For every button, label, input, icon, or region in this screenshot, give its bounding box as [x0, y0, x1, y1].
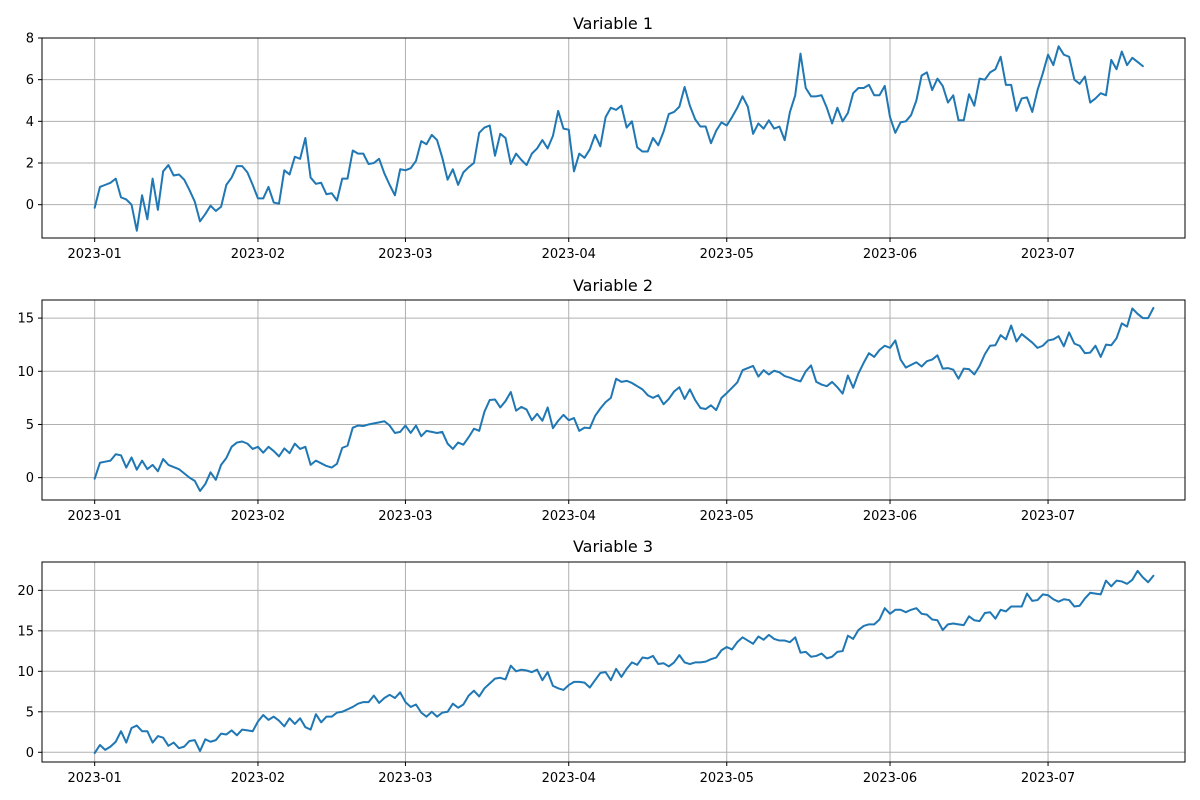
- x-tick-label: 2023-01: [68, 509, 122, 524]
- x-tick-label: 2023-03: [378, 247, 432, 262]
- x-tick-label: 2023-04: [542, 509, 596, 524]
- y-axis: 0 5 10 15 20: [17, 584, 42, 761]
- y-tick-label: 10: [17, 365, 34, 380]
- y-axis: 0 2 4 6 8: [26, 32, 42, 213]
- x-axis: 2023-01 2023-02 2023-03 2023-04 2023-05 2023-…: [68, 500, 1075, 524]
- x-tick-label: 2023-06: [863, 509, 917, 524]
- x-tick-label: 2023-03: [378, 509, 432, 524]
- y-tick-label: 20: [17, 584, 34, 599]
- x-tick-label: 2023-01: [68, 771, 122, 786]
- x-tick-label: 2023-04: [542, 247, 596, 262]
- chart-title: Variable 2: [573, 276, 653, 295]
- x-tick-label: 2023-07: [1021, 247, 1075, 262]
- y-tick-label: 2: [26, 157, 34, 172]
- plot-frame: [41, 37, 1186, 239]
- series-line-variable-3: [93, 569, 1155, 755]
- y-tick-label: 0: [26, 471, 34, 486]
- x-tick-label: 2023-05: [700, 509, 754, 524]
- y-tick-label: 15: [17, 624, 34, 639]
- x-tick-label: 2023-01: [68, 247, 122, 262]
- plot-frame: [41, 299, 1186, 501]
- chart-title: Variable 3: [573, 537, 653, 556]
- y-tick-label: 15: [17, 312, 34, 327]
- x-tick-label: 2023-02: [231, 247, 285, 262]
- y-tick-label: 10: [17, 665, 34, 680]
- grid-lines: [42, 300, 1185, 500]
- y-tick-label: 4: [26, 115, 34, 130]
- grid-lines: [42, 562, 1185, 762]
- plot-frame: [41, 561, 1186, 763]
- x-axis: 2023-01 2023-02 2023-03 2023-04 2023-05 2023-…: [68, 762, 1075, 786]
- chart-title: Variable 1: [573, 14, 653, 33]
- x-tick-label: 2023-02: [231, 771, 285, 786]
- x-tick-label: 2023-07: [1021, 509, 1075, 524]
- y-tick-label: 0: [26, 746, 34, 761]
- x-tick-label: 2023-05: [700, 771, 754, 786]
- x-tick-label: 2023-03: [378, 771, 432, 786]
- series-line-variable-1: [93, 45, 1144, 232]
- x-tick-label: 2023-07: [1021, 771, 1075, 786]
- x-axis: 2023-01 2023-02 2023-03 2023-04 2023-05 2023-…: [68, 238, 1075, 262]
- x-tick-label: 2023-05: [700, 247, 754, 262]
- series-line-variable-2: [93, 306, 1155, 492]
- y-tick-label: 8: [26, 32, 34, 47]
- x-tick-label: 2023-02: [231, 509, 285, 524]
- x-tick-label: 2023-06: [863, 771, 917, 786]
- y-axis: 0 5 10 15: [17, 312, 42, 486]
- y-tick-label: 6: [26, 73, 34, 88]
- y-tick-label: 5: [26, 418, 34, 433]
- x-tick-label: 2023-04: [542, 771, 596, 786]
- x-tick-label: 2023-06: [863, 247, 917, 262]
- y-tick-label: 5: [26, 705, 34, 720]
- y-tick-label: 0: [26, 198, 34, 213]
